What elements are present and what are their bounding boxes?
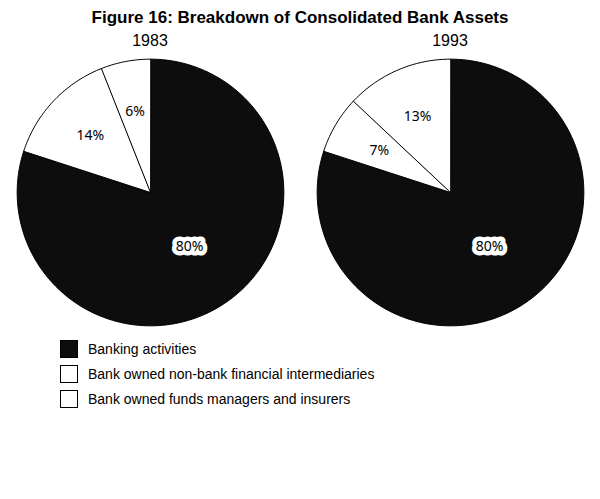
svg-text:80%: 80% <box>476 236 504 255</box>
svg-text:80%: 80% <box>176 236 204 255</box>
svg-text:6%: 6% <box>125 101 145 120</box>
html-text:1993: 1993 <box>432 32 468 49</box>
html-text:Bank owned funds managers and: Bank owned funds managers and insurers <box>88 391 351 407</box>
html-text:Bank owned non-bank financial: Bank owned non-bank financial intermedia… <box>88 366 375 382</box>
svg-text:7%: 7% <box>370 140 390 159</box>
svg-text:14%: 14% <box>76 125 104 144</box>
html-text:Figure 16: Breakdown of Consol: Figure 16: Breakdown of Consolidated Ban… <box>91 8 509 27</box>
html-text:1983: 1983 <box>132 32 168 49</box>
html-text:Banking activities: Banking activities <box>88 341 197 357</box>
svg-text:13%: 13% <box>404 106 432 125</box>
